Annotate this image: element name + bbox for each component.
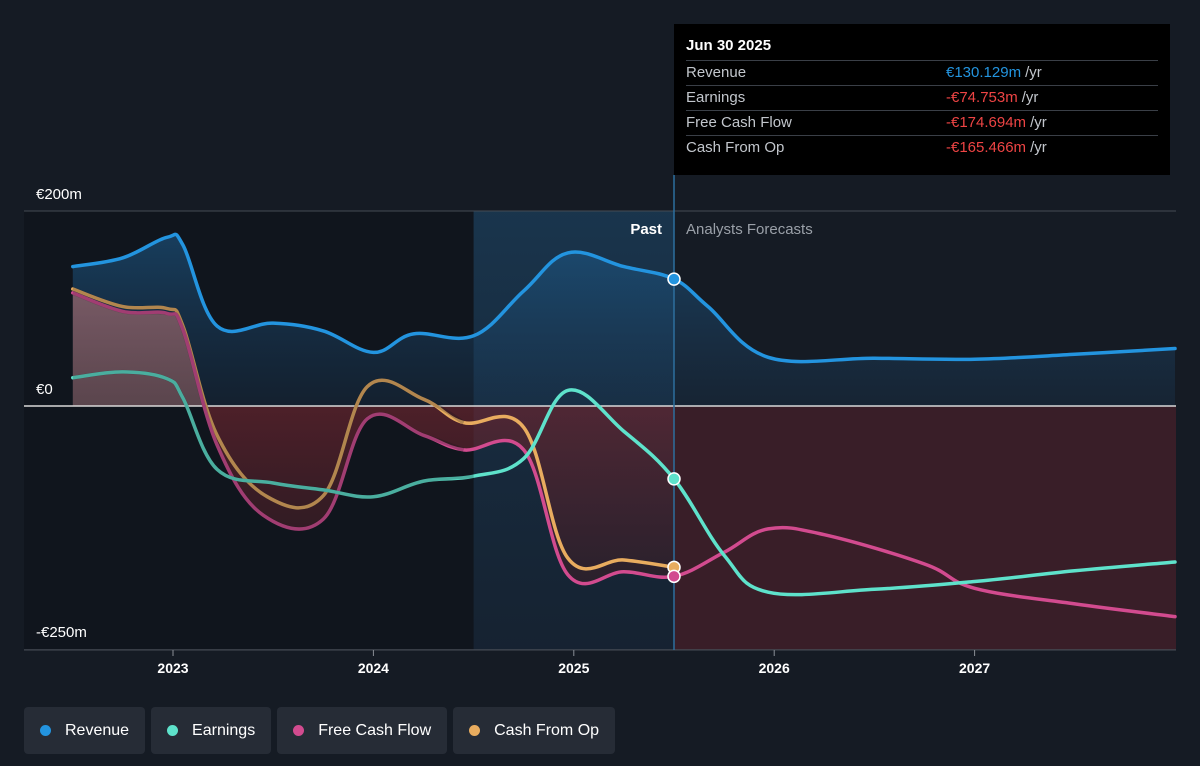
x-tick-label: 2025 xyxy=(558,660,589,676)
tooltip-row-unit: /yr xyxy=(1030,139,1047,156)
x-tick-label: 2026 xyxy=(759,660,790,676)
tooltip-row: Cash From Op -€165.466m/yr xyxy=(686,135,1158,160)
x-tick-label: 2027 xyxy=(959,660,990,676)
fcf-positive-area xyxy=(72,292,674,406)
tooltip-panel: Jun 30 2025 Revenue €130.129m/yr Earnings -… xyxy=(674,24,1170,175)
earnings-line-shade xyxy=(72,369,474,499)
free-cash-flow-line-shade xyxy=(72,291,465,532)
tooltip-row-value: -€174.694m xyxy=(946,114,1027,131)
legend: Revenue Earnings Free Cash Flow Cash From O… xyxy=(24,707,616,754)
tooltip-row-label: Free Cash Flow xyxy=(686,114,792,131)
x-tick-label: 2024 xyxy=(358,660,389,676)
y-tick-label: €200m xyxy=(36,186,82,203)
y-tick-label: €0 xyxy=(36,381,53,398)
tooltip-row-label: Revenue xyxy=(686,64,747,81)
revenue-line xyxy=(71,232,1177,364)
free-cash-flow-line xyxy=(71,291,1177,619)
revenue-marker[interactable] xyxy=(667,272,681,286)
legend-label: Revenue xyxy=(65,721,130,739)
tooltip-row: Earnings -€74.753m/yr xyxy=(686,85,1158,110)
legend-item-free-cash-flow[interactable]: Free Cash Flow xyxy=(277,707,448,754)
legend-label: Cash From Op xyxy=(494,721,600,739)
revenue-area xyxy=(72,234,1175,406)
legend-dot-icon xyxy=(469,725,481,736)
tooltip-row: Revenue €130.129m/yr xyxy=(686,60,1158,85)
legend-item-earnings[interactable]: Earnings xyxy=(151,707,272,754)
tooltip-row-unit: /yr xyxy=(1021,89,1039,106)
chart-canvas: 2023 2024 2025 2026 2027 €200m €0 -€250m Past Ana… xyxy=(24,175,1177,676)
legend-item-revenue[interactable]: Revenue xyxy=(24,707,146,754)
tooltip-row-unit: /yr xyxy=(1025,64,1042,81)
tooltip-row-value: -€74.753m xyxy=(946,89,1018,106)
legend-dot-icon xyxy=(167,725,179,736)
tooltip-date: Jun 30 2025 xyxy=(686,37,772,54)
y-tick-label: -€250m xyxy=(36,624,87,641)
forecast-label: Analysts Forecasts xyxy=(686,221,813,238)
tooltip-row-label: Cash From Op xyxy=(686,139,785,156)
x-tick-label: 2023 xyxy=(157,660,188,676)
earnings-marker[interactable] xyxy=(667,472,681,486)
tooltip-row-value: -€165.466m xyxy=(946,139,1027,156)
tooltip-row-unit: /yr xyxy=(1030,114,1047,131)
earnings-line xyxy=(71,370,1177,597)
fcf-negative-area xyxy=(72,406,674,584)
legend-dot-icon xyxy=(293,725,305,736)
legend-label: Free Cash Flow xyxy=(318,721,432,739)
legend-item-cash-from-op[interactable]: Cash From Op xyxy=(453,707,616,754)
cash-from-op-line xyxy=(71,287,676,571)
tooltip-row: Free Cash Flow -€174.694m/yr xyxy=(686,110,1158,135)
past-label: Past xyxy=(630,221,662,238)
free-cash-flow-marker[interactable] xyxy=(667,569,681,584)
tooltip-row-value: €130.129m xyxy=(946,64,1022,81)
forecast-negative-bg xyxy=(674,406,1176,650)
legend-dot-icon xyxy=(40,725,51,736)
legend-label: Earnings xyxy=(192,721,256,739)
tooltip-row-label: Earnings xyxy=(686,89,746,106)
